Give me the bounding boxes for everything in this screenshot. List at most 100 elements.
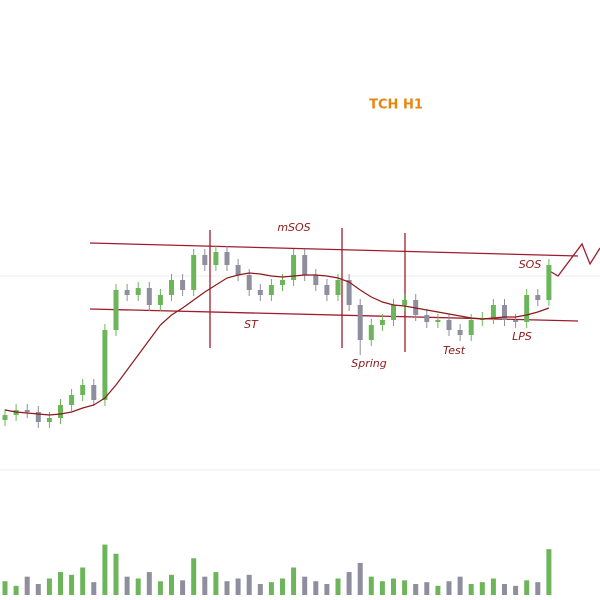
volume-bar (446, 581, 452, 595)
candle-body (124, 290, 130, 295)
volume-bar (13, 585, 19, 595)
candle-body (113, 290, 119, 330)
volume-bar (180, 580, 186, 595)
candle-body (58, 405, 63, 418)
volume-bar (169, 574, 174, 595)
candle-body (346, 280, 352, 305)
candle-body (357, 305, 363, 340)
candle-body (457, 330, 463, 335)
candle-body (535, 295, 541, 300)
volume-bar (402, 580, 408, 595)
volume-bar (113, 553, 119, 595)
candle-body (513, 320, 519, 322)
candle-body (24, 410, 30, 412)
volume-bar (80, 567, 86, 595)
volume-bar (435, 585, 441, 595)
volume-bar (35, 584, 41, 595)
candle-body (246, 275, 252, 290)
volume-bar (135, 578, 141, 595)
annotation: SOS (519, 258, 542, 271)
candle-body (46, 418, 52, 422)
annotation: ST (244, 318, 259, 331)
volume-bar (535, 582, 541, 595)
candle-body (324, 285, 330, 295)
volume-bar (324, 584, 330, 595)
volume-bar (146, 572, 152, 595)
candle-body (335, 280, 341, 295)
volume-bar (424, 582, 430, 595)
volume-bar (46, 578, 52, 595)
volume-bar (479, 582, 485, 595)
candle-body (313, 275, 319, 285)
candle-body (468, 320, 474, 335)
candle-body (213, 252, 219, 265)
candle-body (435, 320, 441, 322)
volume-bar (224, 581, 230, 595)
volume-bar (379, 581, 385, 595)
candle-body (91, 385, 97, 400)
candle-body (502, 305, 507, 320)
candle-body (80, 385, 86, 395)
candle-body (368, 325, 374, 340)
candle-body (268, 285, 274, 295)
candle-body (146, 288, 152, 305)
volume-bar (202, 576, 208, 595)
candle-body (302, 255, 308, 275)
candle-body (391, 305, 396, 320)
volume-bar (157, 581, 163, 595)
annotation: LPS (512, 330, 532, 343)
volume-bar (490, 578, 496, 595)
candle-body (191, 255, 197, 290)
volume-bar (268, 582, 274, 595)
volume-bar (69, 574, 75, 595)
candle-body (2, 415, 8, 420)
volume-bar (24, 576, 30, 595)
volume-bar (213, 572, 219, 595)
volume-bar (246, 574, 252, 595)
volume-bar (335, 578, 341, 595)
volume-bar (546, 549, 552, 595)
volume-bar (91, 582, 97, 595)
volume-bar (102, 544, 108, 595)
volume-bar (413, 584, 419, 595)
volume-bar (524, 580, 530, 595)
volume-bar (124, 576, 130, 595)
annotation: Test (443, 344, 466, 357)
candle-body (157, 295, 163, 305)
candle-body (379, 320, 385, 325)
candle-body (224, 252, 230, 265)
candle-body (102, 330, 108, 400)
volume-bar (368, 576, 374, 595)
volume-bar (313, 581, 319, 595)
candle-body (235, 265, 241, 275)
volume-bar (2, 581, 8, 595)
volume-bar (191, 558, 197, 595)
volume-bar (280, 578, 285, 595)
candle-body (257, 290, 263, 295)
annotation: mSOS (277, 221, 310, 234)
candle-body (180, 280, 186, 290)
candle-body (402, 300, 408, 305)
candle-body (280, 280, 285, 285)
candle-body (202, 255, 208, 265)
candle-body (546, 265, 552, 300)
candle-body (524, 295, 530, 322)
volume-bar (58, 572, 63, 595)
volume-bar (346, 572, 352, 595)
volume-bar (257, 584, 263, 595)
volume-bar (357, 562, 363, 595)
candle-body (446, 320, 452, 330)
volume-bar (513, 585, 519, 595)
annotation: Spring (351, 357, 387, 370)
chart-title: TCH H1 (369, 98, 423, 113)
volume-bar (502, 584, 507, 595)
candle-body (169, 280, 174, 295)
volume-bar (468, 584, 474, 595)
candle-body (135, 288, 141, 295)
candle-body (291, 255, 297, 280)
volume-bar (235, 578, 241, 595)
candle-body (490, 305, 496, 318)
volume-bar (391, 578, 396, 595)
candle-body (424, 315, 430, 322)
